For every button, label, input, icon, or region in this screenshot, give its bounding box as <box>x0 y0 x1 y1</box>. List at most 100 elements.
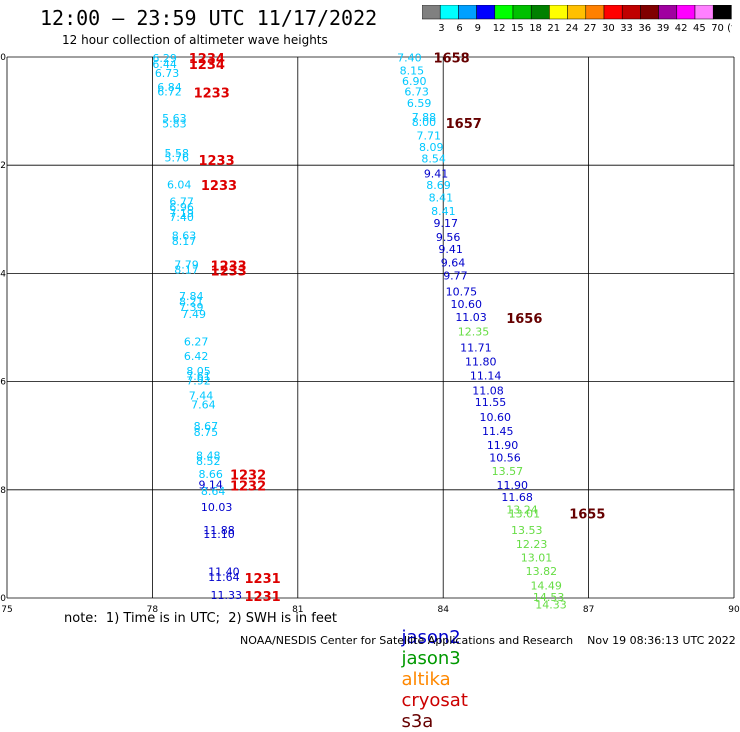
swh-value-label: 11.68 <box>501 491 533 504</box>
swh-value-label: 13.01 <box>509 508 541 521</box>
swh-value-label: 14.49 <box>530 580 562 593</box>
pass-time-label: 1231 <box>244 590 280 605</box>
swh-value-label: 11.90 <box>497 479 528 492</box>
swh-value-label: 8.54 <box>421 153 446 166</box>
swh-value-label: 12.35 <box>458 325 490 338</box>
pass-time-label: 1655 <box>569 508 605 523</box>
pass-time-label: 1234 <box>189 52 225 67</box>
swh-value-label: 8.66 <box>198 468 223 481</box>
y-tick-label: -42 <box>0 161 6 171</box>
x-tick-label: 84 <box>437 605 449 615</box>
swh-value-label: 6.72 <box>157 86 182 99</box>
colorbar-label: 42 <box>675 23 688 34</box>
pass-time-label: 1233 <box>198 154 234 169</box>
swh-value-label: 13.82 <box>526 565 558 578</box>
colorbar-label: 39 <box>657 23 670 34</box>
pass-time-label: 1231 <box>244 572 280 587</box>
swh-value-label: 8.48 <box>196 450 221 463</box>
swh-value-label: 7.92 <box>186 375 211 388</box>
swh-value-label: 6.73 <box>155 67 180 80</box>
swh-value-label: 8.21 <box>179 296 204 309</box>
swh-value-label: 10.56 <box>489 451 521 464</box>
swh-value-label: 7.61 <box>186 370 211 383</box>
chart-subtitle: 12 hour collection of altimeter wave hei… <box>62 33 328 47</box>
swh-value-label: 8.09 <box>419 141 444 154</box>
swh-value-label: 6.04 <box>167 179 192 192</box>
swh-value-label: 7.19 <box>169 207 194 220</box>
swh-value-label: 10.60 <box>450 298 482 311</box>
swh-value-label: 6.27 <box>184 336 209 349</box>
swh-value-label: 8.41 <box>431 205 456 218</box>
swh-value-label: 6.84 <box>157 81 182 94</box>
pass-time-label: 1656 <box>506 312 542 327</box>
swh-value-label: 9.64 <box>441 257 466 270</box>
swh-value-label: 9.41 <box>424 167 449 180</box>
swh-value-label: 13.57 <box>492 465 523 478</box>
swh-value-label: 8.63 <box>172 230 197 243</box>
colorbar-label: 15 <box>511 23 524 34</box>
swh-value-label: 7.71 <box>417 129 442 142</box>
colorbar-label: 70 (ft) <box>711 23 732 34</box>
x-tick-label: 81 <box>292 605 303 615</box>
x-tick-label: 75 <box>1 605 12 615</box>
legend-altika: altika <box>401 669 451 690</box>
swh-value-label: 6.96 <box>169 201 194 214</box>
swh-value-label: 11.14 <box>470 370 502 383</box>
x-tick-label: 87 <box>583 605 594 615</box>
swh-value-label: 11.90 <box>487 439 519 452</box>
swh-value-label: 6.29 <box>152 52 177 65</box>
swh-value-label: 6.77 <box>169 195 194 208</box>
swh-value-label: 7.39 <box>179 301 204 314</box>
swh-value-label: 11.03 <box>455 311 487 324</box>
swh-value-label: 5.63 <box>162 112 187 125</box>
swh-value-label: 13.53 <box>511 524 543 537</box>
swh-value-label: 8.41 <box>429 192 454 205</box>
swh-value-label: 11.71 <box>460 342 492 355</box>
colorbar-label: 6 <box>456 23 462 34</box>
swh-value-label: 7.40 <box>169 211 194 224</box>
swh-value-label: 11.33 <box>211 589 243 602</box>
legend-cryosat: cryosat <box>401 690 468 711</box>
pass-time-label: 1233 <box>194 87 230 102</box>
swh-value-label: 6.44 <box>152 58 177 71</box>
swh-value-label: 14.33 <box>535 598 567 611</box>
swh-value-label: 6.59 <box>407 97 432 110</box>
swh-value-label: 11.88 <box>203 524 235 537</box>
colorbar-label: 36 <box>638 23 651 34</box>
colorbar-label: 12 <box>493 23 506 34</box>
y-tick-label: -44 <box>0 269 6 279</box>
y-tick-label: -50 <box>0 594 6 604</box>
colorbar-label: 18 <box>529 23 542 34</box>
swh-value-label: 12.23 <box>516 538 548 551</box>
legend-jason3: jason3 <box>401 648 461 669</box>
colorbar-label: 9 <box>475 23 481 34</box>
y-tick-label: -48 <box>0 486 6 496</box>
swh-value-label: 5.76 <box>165 152 190 165</box>
pass-time-label: 1232 <box>230 479 266 494</box>
swh-value-label: 9.14 <box>198 478 223 491</box>
colorbar-label: 33 <box>620 23 633 34</box>
swh-value-label: 9.41 <box>438 243 463 256</box>
colorbar-label: 24 <box>566 23 579 34</box>
colorbar-label: 45 <box>693 23 706 34</box>
y-tick-label: -46 <box>0 378 6 388</box>
footer-note: note: 1) Time is in UTC; 2) SWH is in fe… <box>64 611 337 626</box>
swh-value-label: 13.01 <box>521 551 553 564</box>
pass-time-label: 1234 <box>189 58 225 73</box>
plot-area: 757881848790-40-42-44-46-48-506.296.446.… <box>0 52 740 615</box>
swh-value-label: 11.64 <box>208 571 240 584</box>
swh-value-label: 7.44 <box>189 390 214 403</box>
swh-value-label: 7.84 <box>179 290 204 303</box>
x-tick-label: 78 <box>147 605 159 615</box>
x-tick-label: 90 <box>728 605 740 615</box>
colorbar-label: 27 <box>584 23 597 34</box>
swh-value-label: 8.17 <box>174 264 199 277</box>
swh-value-label: 7.40 <box>397 52 422 65</box>
swh-value-label: 11.55 <box>475 396 507 409</box>
swh-value-label: 11.08 <box>472 384 504 397</box>
swh-value-label: 8.00 <box>412 116 437 129</box>
colorbar-swatch <box>712 5 732 20</box>
swh-value-label: 11.40 <box>208 565 240 578</box>
swh-value-label: 9.56 <box>436 231 461 244</box>
chart-title: 12:00 – 23:59 UTC 11/17/2022 <box>40 6 378 30</box>
